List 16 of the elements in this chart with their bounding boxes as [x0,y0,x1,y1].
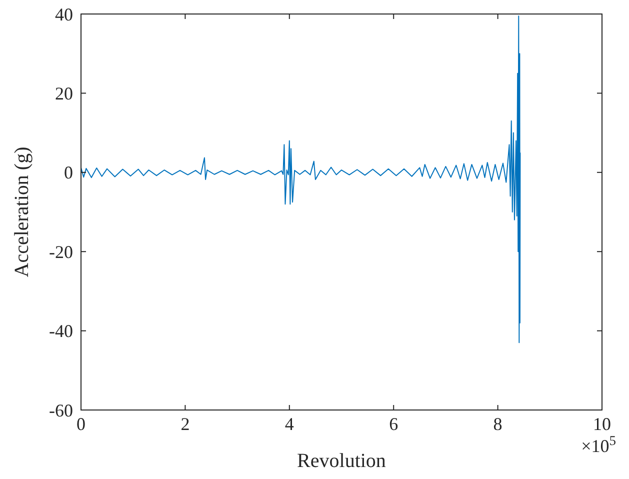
y-tick-label: -40 [49,321,73,342]
x-axis-title: Revolution [297,450,386,472]
x-tick-label: 0 [76,414,86,434]
line-series [80,15,521,344]
x-tick-label: 8 [493,414,502,434]
x-tick-label: 2 [180,414,190,434]
x-tick-label: 6 [389,414,398,434]
text: ×10$^{5}$ [581,432,616,456]
x-tick-label: 10 [593,414,611,434]
y-tick-label: -60 [49,400,73,420]
y-tick-label: 40 [55,4,73,24]
y-tick-label: 0 [64,162,73,183]
y-tick-label: -20 [49,242,73,262]
x-tick-label: 4 [284,414,294,434]
y-axis-title: Acceleration (g) [11,146,33,278]
y-tick-label: 20 [55,84,73,104]
